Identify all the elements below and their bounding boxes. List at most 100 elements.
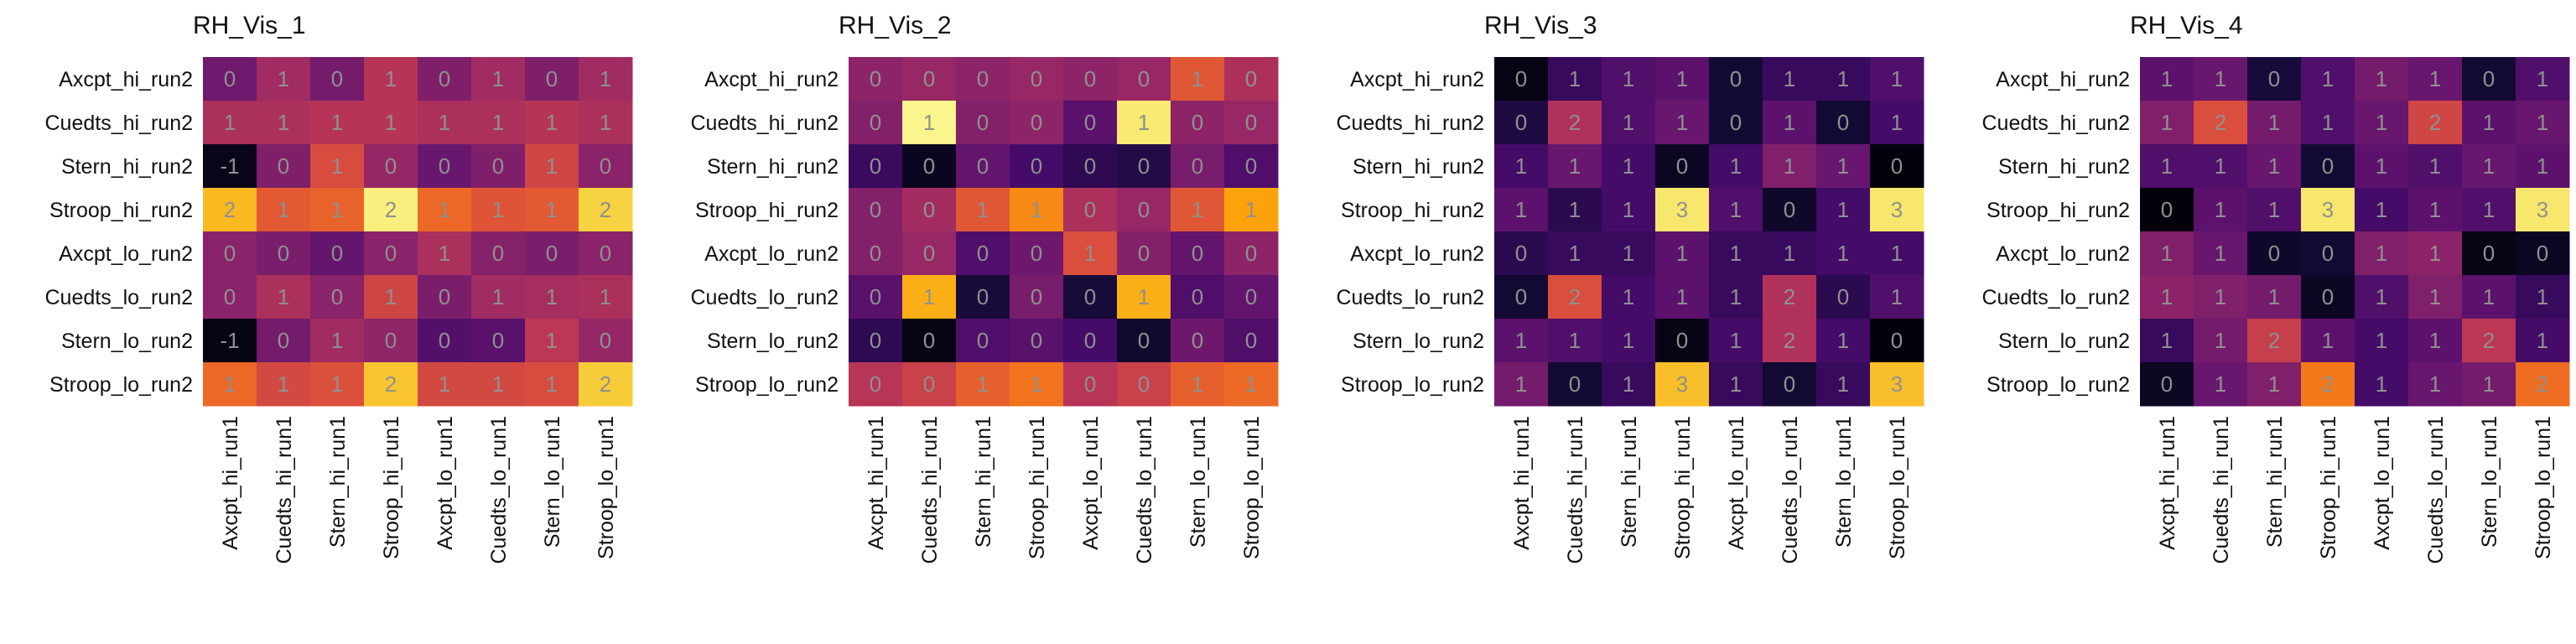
- row-tick-label: Cuedts_lo_run2: [1981, 286, 2130, 309]
- cell-value-label: 0: [600, 241, 611, 266]
- heatmap-cell: [1117, 319, 1171, 363]
- cell-value-label: 0: [923, 241, 935, 266]
- cell-value-label: 1: [2376, 284, 2387, 309]
- heatmap-cell: [471, 144, 526, 189]
- heatmap-cell: [849, 101, 903, 145]
- column-tick-label: Stern_hi_run1: [972, 416, 995, 548]
- cell-value-label: 1: [2161, 110, 2173, 135]
- cell-value-label: 1: [2537, 110, 2548, 135]
- heatmap-cell: [956, 275, 1010, 319]
- heatmap-cell: [2247, 144, 2302, 189]
- cell-value-label: 1: [2322, 110, 2334, 135]
- heatmap-cell: [310, 101, 365, 145]
- cell-value-label: 1: [2215, 66, 2226, 91]
- row-tick-label: Stern_lo_run2: [61, 330, 193, 353]
- heatmap-cell: [1816, 57, 1871, 101]
- heatmap-cell: [2408, 231, 2463, 276]
- heatmap-cell: [257, 319, 311, 363]
- heatmap-cell: [2140, 57, 2194, 101]
- heatmap-cell: [849, 319, 903, 363]
- heatmap-cell: [1763, 231, 1817, 276]
- row-tick-label: Stroop_lo_run2: [1987, 373, 2130, 397]
- cell-value-label: 1: [1623, 66, 1634, 91]
- cell-value-label: 0: [870, 110, 881, 135]
- cell-value-label: 0: [385, 153, 397, 179]
- cell-value-label: 1: [1730, 284, 1742, 309]
- cell-value-label: 0: [1031, 66, 1042, 91]
- heatmap-cell: [203, 362, 257, 407]
- cell-value-label: 0: [2322, 284, 2334, 309]
- cell-value-label: 1: [2483, 197, 2495, 222]
- heatmap-cell: [579, 57, 633, 101]
- heatmap-cell: [2247, 231, 2302, 276]
- heatmap-cell: [2516, 188, 2570, 232]
- heatmap-cell: [1709, 319, 1763, 363]
- cell-value-label: 0: [492, 241, 504, 266]
- cell-value-label: 0: [331, 284, 343, 309]
- heatmap-cell: [1655, 319, 1710, 363]
- panel-title: RH_Vis_3: [1484, 12, 1597, 39]
- cell-value-label: 1: [224, 371, 236, 397]
- heatmap-panel-4: RH_Vis_4 1 1 0 1 1 1 0 1 1 2 1 1 1 2 1 1 1 1 1 0 1 1 1 1 0 1 1 3 1 1 1 3…: [1981, 12, 2570, 564]
- heatmap-cell: [364, 319, 418, 363]
- cell-value-label: 0: [224, 66, 236, 91]
- column-tick-label: Stroop_lo_run1: [595, 416, 618, 559]
- row-tick-label: Stern_hi_run2: [61, 155, 193, 179]
- heatmap-cell: [1063, 57, 1118, 101]
- heatmap-cell: [1494, 144, 1549, 189]
- cell-value-label: 1: [1784, 241, 1795, 266]
- cell-value-label: 0: [1138, 153, 1150, 179]
- heatmap-cell: [1117, 188, 1171, 232]
- heatmap-cell: [364, 275, 418, 319]
- heatmap-cell: [2140, 275, 2194, 319]
- heatmap-cell: [2516, 319, 2570, 363]
- cell-value-label: 1: [1730, 371, 1742, 397]
- heatmap-cell: [1709, 231, 1763, 276]
- cell-value-label: 1: [546, 284, 558, 309]
- row-tick-label: Cuedts_hi_run2: [1981, 112, 2130, 135]
- heatmap-cell: [203, 57, 257, 101]
- cell-value-label: 0: [1084, 153, 1096, 179]
- row-tick-label: Stern_lo_run2: [707, 330, 839, 353]
- cell-value-label: 1: [2161, 153, 2173, 179]
- heatmap-cell: [364, 57, 418, 101]
- heatmap-cell: [203, 275, 257, 319]
- cell-value-label: 1: [2161, 284, 2173, 309]
- row-tick-label: Cuedts_hi_run2: [44, 112, 193, 135]
- cell-value-label: 2: [2215, 110, 2226, 135]
- row-tick-label: Stern_hi_run2: [707, 155, 839, 179]
- cell-value-label: 1: [492, 371, 504, 397]
- heatmap-cell: [2247, 57, 2302, 101]
- heatmap-cell: [1709, 101, 1763, 145]
- cell-value-label: 0: [1730, 66, 1742, 91]
- heatmap-cell: [525, 188, 579, 232]
- heatmap-cell: [902, 231, 957, 276]
- heatmap-cell: [1171, 188, 1225, 232]
- heatmap-cell: [310, 275, 365, 319]
- heatmap-cell: [2462, 319, 2516, 363]
- cell-value-label: 1: [2376, 197, 2387, 222]
- cell-value-label: 0: [331, 241, 343, 266]
- heatmap-cell: [1870, 319, 1924, 363]
- cell-value-label: 1: [600, 284, 611, 309]
- heatmap-cell: [1171, 57, 1225, 101]
- heatmap-cell: [902, 319, 957, 363]
- heatmap-cell: [1010, 362, 1064, 407]
- cell-value-label: 0: [2268, 241, 2280, 266]
- heatmap-cell: [2408, 362, 2463, 407]
- cell-value-label: 1: [2268, 110, 2280, 135]
- row-tick-label: Stern_lo_run2: [1353, 330, 1484, 353]
- cell-value-label: 1: [1676, 66, 1688, 91]
- column-tick-label: Stern_lo_run1: [541, 416, 564, 548]
- heatmap-cell: [1548, 188, 1602, 232]
- heatmap-cell: [2194, 144, 2248, 189]
- cell-value-label: 0: [1031, 284, 1042, 309]
- cell-value-label: 2: [1569, 284, 1581, 309]
- cell-value-label: 1: [1784, 110, 1795, 135]
- cell-value-label: 1: [1245, 371, 1257, 397]
- heatmap-cell: [1602, 144, 1656, 189]
- heatmap-cell: [2140, 231, 2194, 276]
- cell-value-label: 1: [1891, 284, 1903, 309]
- row-tick-label: Stroop_lo_run2: [1341, 373, 1484, 397]
- heatmap-cell: [310, 57, 365, 101]
